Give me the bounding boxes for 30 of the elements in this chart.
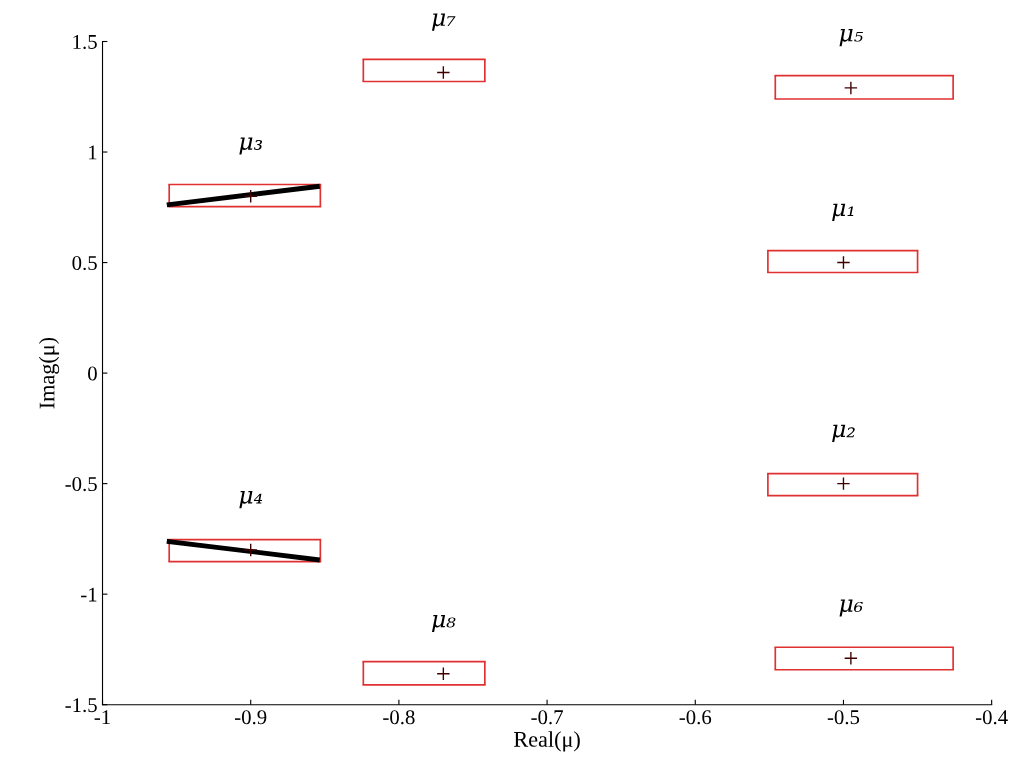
x-tick-label: -0.4: [975, 710, 1008, 725]
y-tick-label: -0.5: [65, 477, 97, 492]
x-tick-label: -0.8: [383, 710, 415, 725]
y-tick-label: 1: [89, 145, 97, 160]
point: [836, 255, 851, 270]
point: [243, 189, 258, 204]
annotation: μ₅: [839, 29, 863, 47]
x-tick-label: -0.9: [234, 710, 267, 725]
annotation: μ₄: [239, 491, 263, 509]
x-tick-label: -0.5: [827, 710, 860, 725]
point: [843, 81, 858, 95]
annotation: μ₆: [839, 599, 863, 617]
annotation: μ₇: [431, 13, 456, 31]
point: [436, 65, 451, 80]
y-tick-label: -1: [81, 587, 97, 602]
point: [243, 543, 258, 557]
point: [843, 651, 858, 666]
annotation: μ₁: [832, 203, 854, 221]
y-tick-label: 0: [88, 366, 97, 381]
x-tick-label: -0.6: [679, 710, 712, 725]
x-tick-label: -0.7: [531, 710, 563, 725]
point: [836, 476, 851, 491]
x-axis-title: Real(μ): [514, 731, 580, 752]
point: [436, 666, 451, 681]
annotation: μ₃: [239, 137, 263, 155]
annotation: μ₈: [431, 614, 456, 633]
y-tick-label: 1.5: [73, 34, 97, 50]
annotation: μ₂: [832, 424, 855, 442]
y-axis-title: Imag(μ): [38, 337, 60, 409]
y-tick-label: 0.5: [72, 255, 97, 271]
